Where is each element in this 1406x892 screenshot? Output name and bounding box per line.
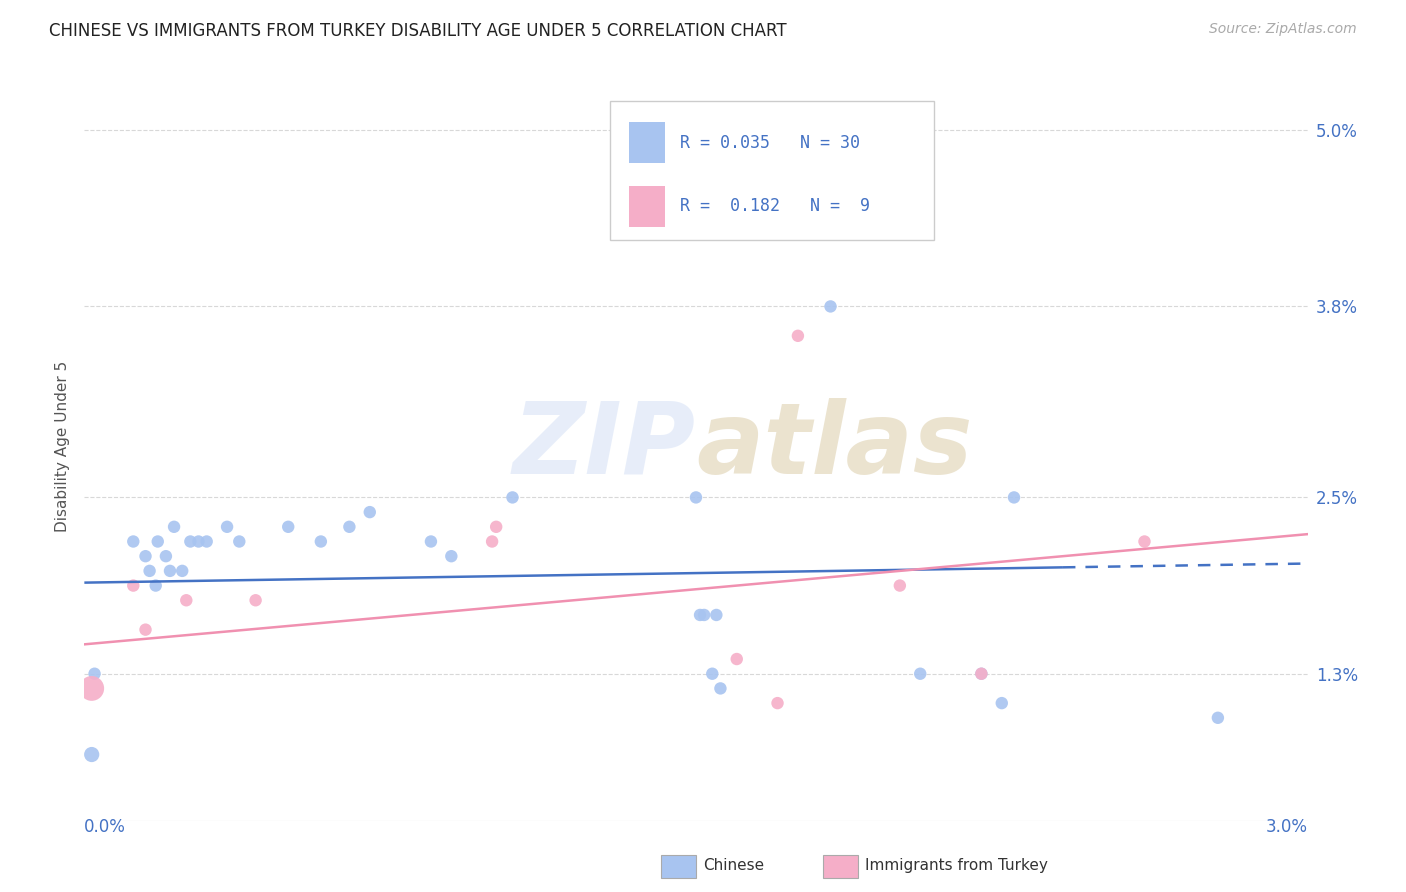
Text: R =  0.182   N =  9: R = 0.182 N = 9 bbox=[681, 197, 870, 215]
Text: atlas: atlas bbox=[696, 398, 973, 494]
Point bbox=[502, 491, 524, 505]
Point bbox=[725, 652, 748, 666]
FancyBboxPatch shape bbox=[628, 186, 665, 227]
Point bbox=[787, 328, 810, 343]
Point bbox=[970, 666, 993, 681]
Point bbox=[217, 520, 239, 534]
Text: R = 0.035   N = 30: R = 0.035 N = 30 bbox=[681, 134, 860, 152]
Point bbox=[135, 549, 157, 564]
Point bbox=[228, 534, 250, 549]
Point bbox=[146, 534, 169, 549]
Point bbox=[693, 607, 716, 622]
Point bbox=[80, 681, 103, 696]
Point bbox=[991, 696, 1014, 710]
Point bbox=[155, 549, 177, 564]
Point bbox=[145, 578, 167, 592]
Point bbox=[179, 534, 201, 549]
Text: CHINESE VS IMMIGRANTS FROM TURKEY DISABILITY AGE UNDER 5 CORRELATION CHART: CHINESE VS IMMIGRANTS FROM TURKEY DISABI… bbox=[49, 22, 787, 40]
Text: ZIP: ZIP bbox=[513, 398, 696, 494]
Point bbox=[195, 534, 218, 549]
Point bbox=[138, 564, 160, 578]
Text: 0.0%: 0.0% bbox=[84, 818, 127, 837]
Point bbox=[359, 505, 381, 519]
Point bbox=[80, 747, 103, 762]
Point bbox=[245, 593, 267, 607]
Text: Immigrants from Turkey: Immigrants from Turkey bbox=[865, 858, 1047, 872]
Point bbox=[815, 182, 838, 196]
Point bbox=[176, 593, 198, 607]
Point bbox=[485, 520, 508, 534]
Text: Source: ZipAtlas.com: Source: ZipAtlas.com bbox=[1209, 22, 1357, 37]
Point bbox=[689, 607, 711, 622]
FancyBboxPatch shape bbox=[610, 102, 935, 240]
Point bbox=[685, 491, 707, 505]
Point bbox=[1133, 534, 1156, 549]
Point bbox=[83, 666, 105, 681]
Point bbox=[309, 534, 332, 549]
Point bbox=[122, 534, 145, 549]
Point bbox=[440, 549, 463, 564]
Text: 3.0%: 3.0% bbox=[1265, 818, 1308, 837]
Point bbox=[481, 534, 503, 549]
Point bbox=[889, 578, 911, 592]
Point bbox=[277, 520, 299, 534]
Point bbox=[172, 564, 194, 578]
Point bbox=[339, 520, 361, 534]
Point bbox=[766, 696, 789, 710]
Point bbox=[1206, 711, 1229, 725]
Point bbox=[706, 607, 728, 622]
Point bbox=[702, 666, 724, 681]
Point bbox=[159, 564, 181, 578]
Point bbox=[163, 520, 186, 534]
Point bbox=[122, 578, 145, 592]
Point bbox=[187, 534, 209, 549]
Point bbox=[1002, 491, 1025, 505]
Point bbox=[709, 681, 731, 696]
Y-axis label: Disability Age Under 5: Disability Age Under 5 bbox=[55, 360, 70, 532]
FancyBboxPatch shape bbox=[628, 122, 665, 163]
Point bbox=[420, 534, 443, 549]
Point bbox=[910, 666, 932, 681]
Point bbox=[970, 666, 993, 681]
Point bbox=[135, 623, 157, 637]
Text: Chinese: Chinese bbox=[703, 858, 763, 872]
Point bbox=[820, 300, 842, 314]
